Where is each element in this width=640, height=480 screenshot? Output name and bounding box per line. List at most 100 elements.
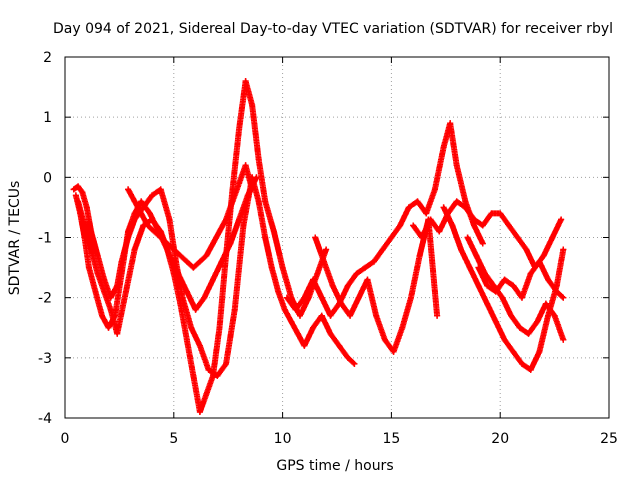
y-tick-label: -3 [38,351,52,367]
data-point [88,246,95,253]
series-4 [125,162,256,271]
data-point [449,222,456,229]
data-point [183,288,190,295]
data-point [525,330,532,337]
data-point [453,162,460,169]
data-point [79,189,86,196]
data-point [164,240,171,247]
data-point [216,324,223,331]
data-point [347,312,354,319]
data-point [462,204,469,211]
data-point [464,234,471,241]
data-point [560,246,567,253]
data-point [418,234,425,241]
data-point [527,270,534,277]
x-tick-label: 25 [600,431,618,447]
series-9 [464,234,567,343]
data-point [209,240,216,247]
data-point [484,300,491,307]
data-point [314,270,321,277]
data-point [545,276,552,283]
data-point [240,222,247,229]
data-point [75,183,82,190]
data-point [549,234,556,241]
data-point [440,144,447,151]
data-point [183,258,190,265]
data-point [236,180,243,187]
data-point [542,300,549,307]
data-point [381,336,388,343]
y-tick-label: -1 [38,231,52,247]
data-point [327,312,334,319]
y-tick-label: 1 [43,110,52,126]
data-point [279,264,286,271]
data-point [183,336,190,343]
data-point [344,282,351,289]
data-point [242,162,249,169]
data-point [107,306,114,313]
data-point [249,186,256,193]
data-point [407,294,414,301]
data-point [166,252,173,259]
data-point [157,228,164,235]
data-point [294,330,301,337]
data-point [209,276,216,283]
y-tick-label: 0 [43,170,52,186]
data-point [196,258,203,265]
data-point [423,210,430,217]
data-point [144,222,151,229]
data-point [177,252,184,259]
data-point [414,198,421,205]
data-point [114,330,121,337]
data-point [75,198,82,205]
data-point [471,222,478,229]
data-point [81,222,88,229]
data-point [157,186,164,193]
data-point [125,228,132,235]
data-point [479,240,486,247]
data-points [70,78,567,415]
data-point [310,276,317,283]
data-point [223,216,230,223]
data-point [85,264,92,271]
data-point [190,372,197,379]
data-point [545,312,552,319]
data-point [118,270,125,277]
data-point [379,246,386,253]
data-point [458,246,465,253]
data-point [157,234,164,241]
data-point [262,234,269,241]
data-point [227,240,234,247]
data-point [203,252,210,259]
data-point [436,228,443,235]
data-point [501,276,508,283]
data-point [283,294,290,301]
data-point [166,216,173,223]
chart-title: Day 094 of 2021, Sidereal Day-to-day VTE… [53,21,613,37]
data-point [192,306,199,313]
data-point [201,294,208,301]
x-tick-label: 15 [382,431,400,447]
y-tick-label: 2 [43,50,52,66]
data-point [373,312,380,319]
data-point [399,324,406,331]
data-point [301,294,308,301]
data-point [560,294,567,301]
data-point [242,78,249,85]
data-point [523,246,530,253]
data-point [370,258,377,265]
data-point [205,366,212,373]
data-point [301,342,308,349]
data-point [344,354,351,361]
data-point [508,312,515,319]
data-point [268,264,275,271]
data-point [536,258,543,265]
data-point [471,216,478,223]
data-point [255,198,262,205]
data-point [473,252,480,259]
data-point [514,234,521,241]
data-point [534,318,541,325]
data-point [244,192,251,199]
data-point [249,102,256,109]
